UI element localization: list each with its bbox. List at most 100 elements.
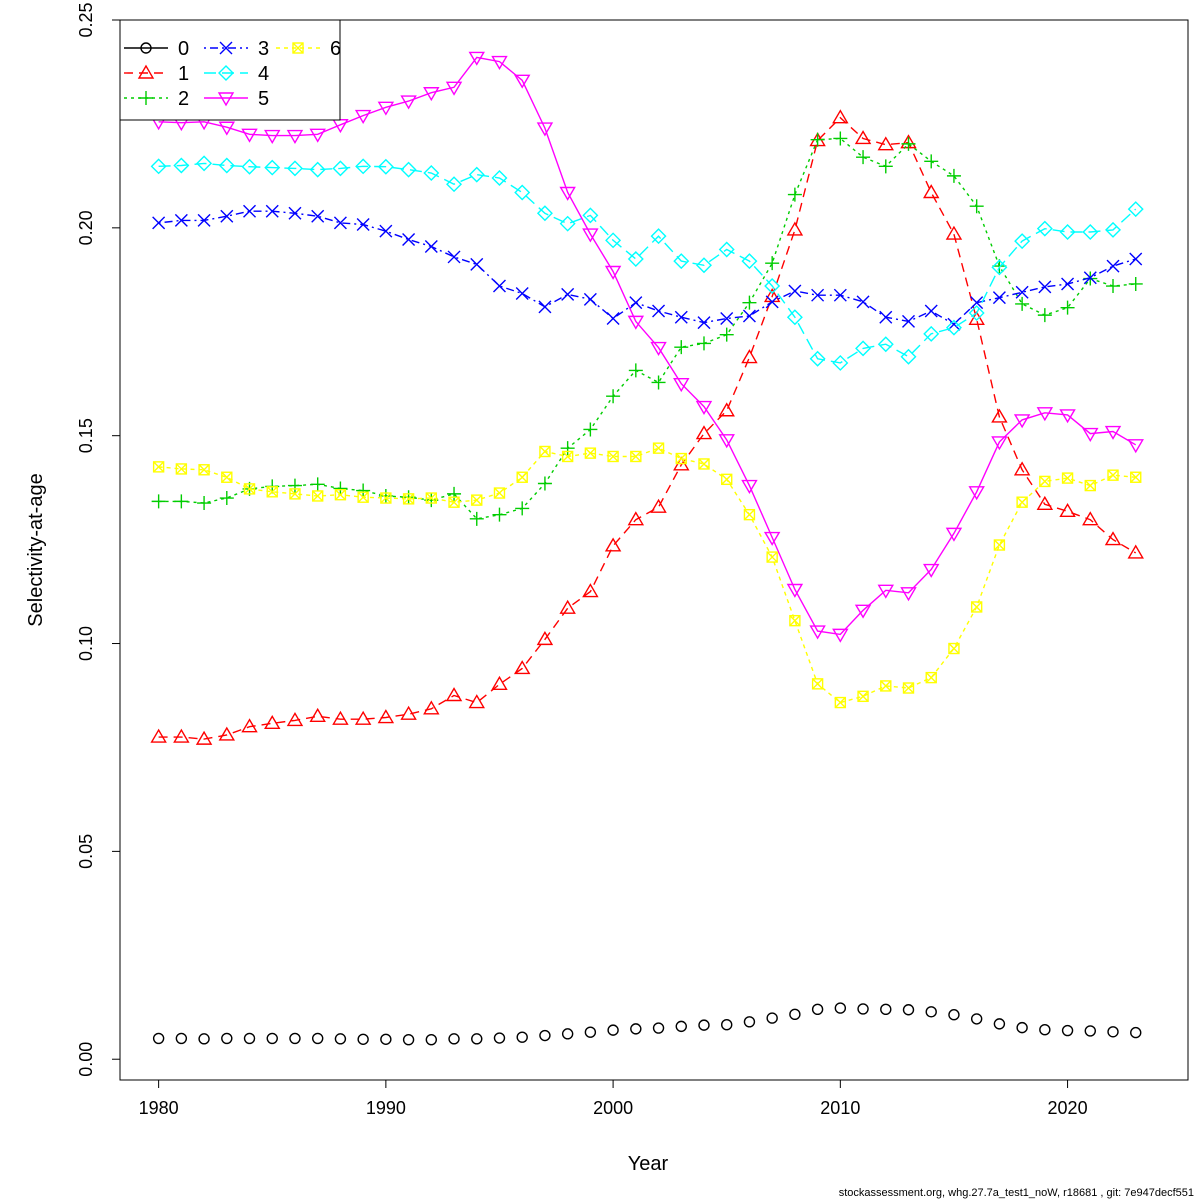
data-point <box>1105 221 1122 238</box>
data-point <box>356 218 370 232</box>
data-point <box>877 584 894 599</box>
data-point <box>266 1032 278 1045</box>
data-point <box>946 168 961 183</box>
data-point <box>266 486 278 498</box>
legend-entry-2: 2 <box>124 88 189 110</box>
legend-marker <box>218 65 234 81</box>
data-point <box>968 310 985 325</box>
data-point <box>718 402 735 417</box>
data-point <box>991 259 1008 276</box>
data-point <box>1130 1026 1142 1039</box>
data-point <box>536 205 553 222</box>
x-tick-label: 2020 <box>1048 1098 1088 1118</box>
data-point <box>221 1032 233 1045</box>
data-point <box>174 213 188 227</box>
data-point <box>173 728 190 743</box>
y-tick-label: 0.00 <box>76 1042 96 1077</box>
data-point <box>765 295 779 309</box>
data-point <box>219 491 234 506</box>
data-point <box>241 718 258 733</box>
data-point <box>334 1033 347 1045</box>
data-point <box>1039 475 1051 488</box>
data-point <box>491 169 508 186</box>
data-point <box>604 265 622 280</box>
data-point <box>402 493 415 505</box>
data-point <box>288 206 302 220</box>
data-point <box>810 132 825 147</box>
data-point <box>855 340 872 357</box>
data-point <box>1127 439 1144 454</box>
data-point <box>332 710 349 725</box>
x-axis-title: Year <box>628 1153 669 1175</box>
data-point <box>493 487 506 499</box>
x-axis: 1980 1990 2000 2010 2020 <box>139 1079 1088 1118</box>
y-axis: 0.00 0.05 0.10 0.15 0.20 0.25 <box>76 2 121 1077</box>
data-point <box>471 1033 483 1045</box>
data-point <box>446 176 463 193</box>
footer-text: stockassessment.org, whg.27.7a_test1_noW… <box>839 1187 1194 1199</box>
data-point <box>332 119 349 134</box>
data-point <box>423 164 440 181</box>
series-4 <box>150 155 1144 371</box>
data-point <box>289 1032 301 1045</box>
y-tick-label: 0.15 <box>76 418 96 453</box>
data-point <box>696 257 712 274</box>
data-point <box>1036 220 1053 237</box>
data-point <box>151 494 166 509</box>
data-point <box>1013 461 1031 476</box>
legend-marker <box>219 41 233 55</box>
data-point <box>539 445 551 458</box>
data-point <box>221 471 233 483</box>
data-point <box>925 1006 937 1018</box>
data-point <box>834 696 847 709</box>
series-3 <box>152 204 1143 331</box>
data-point <box>332 160 349 177</box>
legend-label: 2 <box>178 88 189 110</box>
data-point <box>1036 495 1054 510</box>
data-point <box>1015 285 1029 299</box>
data-point <box>789 614 801 627</box>
data-point <box>1038 280 1052 294</box>
data-point <box>198 1033 210 1045</box>
data-point <box>968 305 985 322</box>
data-point <box>150 158 167 175</box>
legend-entry-0: 0 <box>124 38 189 60</box>
data-point <box>811 678 824 690</box>
data-point <box>197 496 212 511</box>
data-point <box>197 213 211 227</box>
data-point <box>265 204 279 218</box>
legend: 0 3 6 1 4 2 5 <box>119 19 341 121</box>
data-point <box>310 477 325 492</box>
data-point <box>402 232 416 246</box>
data-point <box>425 1033 438 1046</box>
data-point <box>1059 409 1076 424</box>
series-6 <box>152 442 1142 709</box>
data-point <box>152 1032 165 1045</box>
y-axis-title: Selectivity-at-age <box>25 473 47 626</box>
data-point <box>400 161 417 178</box>
data-point <box>309 707 326 722</box>
data-point <box>196 155 213 172</box>
legend-marker <box>139 91 153 105</box>
plot-frame <box>119 19 1189 1081</box>
data-point <box>243 483 256 495</box>
legend-entry-3: 3 <box>204 38 269 60</box>
data-point <box>286 712 304 727</box>
data-point <box>924 304 938 318</box>
data-point <box>857 690 869 703</box>
data-point <box>445 687 463 702</box>
series-2 <box>151 131 1143 526</box>
data-point <box>788 284 802 298</box>
data-point <box>854 604 872 619</box>
data-point <box>925 671 937 684</box>
data-point <box>720 311 734 325</box>
data-point <box>651 375 666 390</box>
data-point <box>786 309 803 326</box>
data-point <box>311 490 324 502</box>
data-point <box>970 1013 983 1025</box>
data-point <box>630 1023 642 1035</box>
data-point <box>220 209 234 223</box>
data-point <box>650 228 667 245</box>
data-point <box>447 486 462 501</box>
data-point <box>491 55 508 70</box>
